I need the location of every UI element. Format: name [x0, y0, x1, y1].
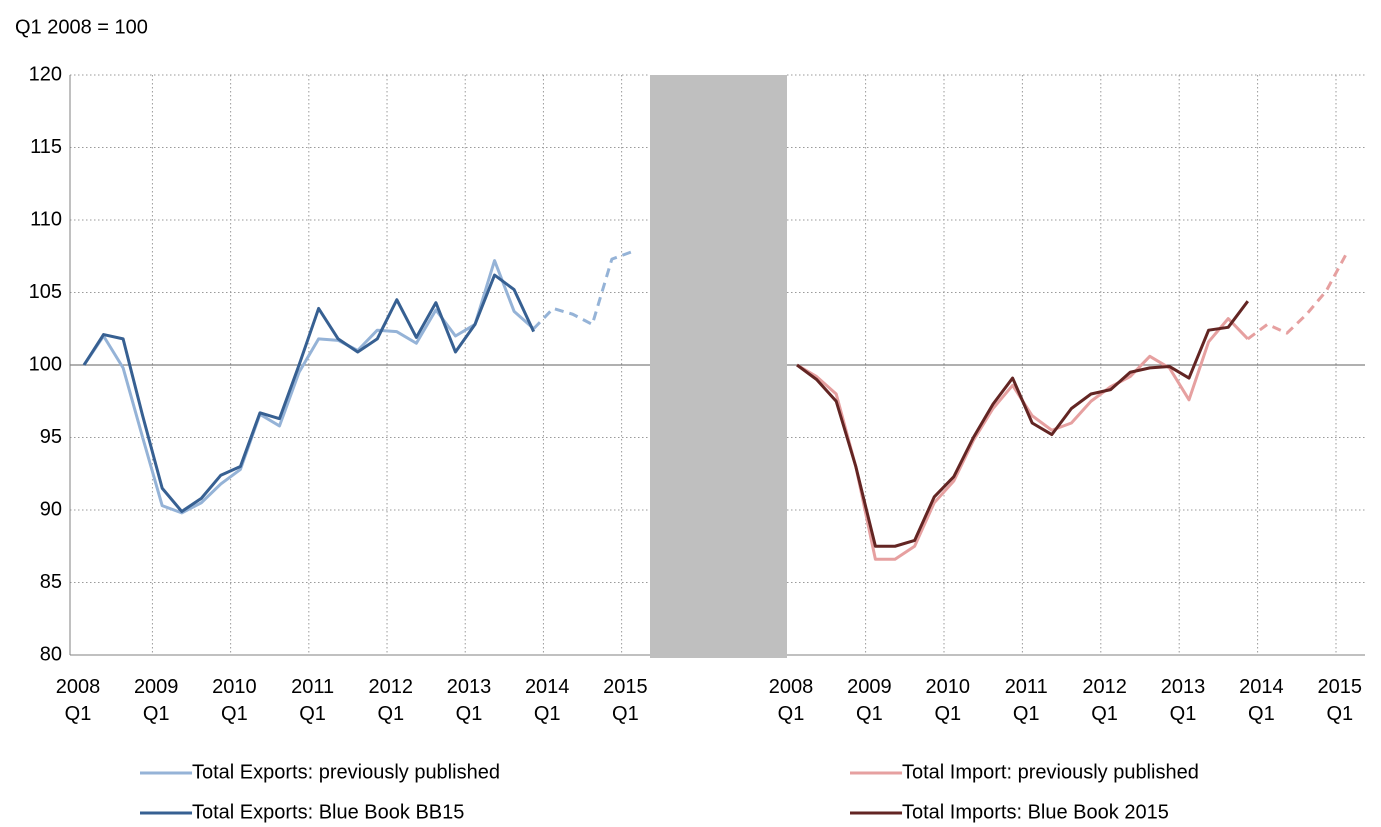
y-tick-label: 90 [40, 498, 62, 520]
legend-label: Total Exports: Blue Book BB15 [192, 801, 464, 823]
legend-label: Total Import: previously published [902, 761, 1199, 783]
x-tick-label: 2008 Q1 [56, 676, 101, 725]
x-tick-label: 2014 Q1 [525, 676, 570, 725]
x-tick-label: 2011 Q1 [291, 676, 334, 725]
x-tick-label: 2012 Q1 [1082, 676, 1127, 725]
x-tick-label: 2010 Q1 [212, 676, 257, 725]
x-tick-label: 2008 Q1 [769, 676, 814, 725]
y-axis-label: Q1 2008 = 100 [15, 16, 148, 38]
series-line [82, 259, 535, 515]
y-tick-label: 105 [29, 281, 62, 303]
x-tick-label: 2011 Q1 [1005, 676, 1048, 725]
x-tick-label: 2015 Q1 [1318, 676, 1363, 725]
gap-block [650, 75, 787, 658]
series-line [1246, 254, 1348, 341]
legend-label: Total Imports: Blue Book 2015 [902, 801, 1169, 823]
y-tick-label: 80 [40, 643, 62, 665]
series-line [532, 250, 632, 330]
y-tick-label: 95 [40, 426, 62, 448]
x-tick-label: 2012 Q1 [369, 676, 414, 725]
x-tick-label: 2009 Q1 [134, 676, 179, 725]
legend-label: Total Exports: previously published [192, 761, 500, 783]
x-tick-label: 2013 Q1 [447, 676, 492, 725]
series-line [82, 273, 536, 513]
x-tick-label: 2010 Q1 [926, 676, 971, 725]
x-tick-label: 2014 Q1 [1239, 676, 1284, 725]
x-tick-label: 2009 Q1 [847, 676, 892, 725]
x-tick-label: 2013 Q1 [1161, 676, 1206, 725]
series-line [796, 300, 1249, 548]
x-tick-label: 2015 Q1 [603, 676, 648, 725]
y-tick-label: 120 [29, 63, 62, 85]
y-tick-label: 100 [29, 353, 62, 375]
y-tick-label: 85 [40, 571, 62, 593]
y-tick-label: 115 [30, 136, 62, 158]
y-tick-label: 110 [30, 208, 62, 230]
